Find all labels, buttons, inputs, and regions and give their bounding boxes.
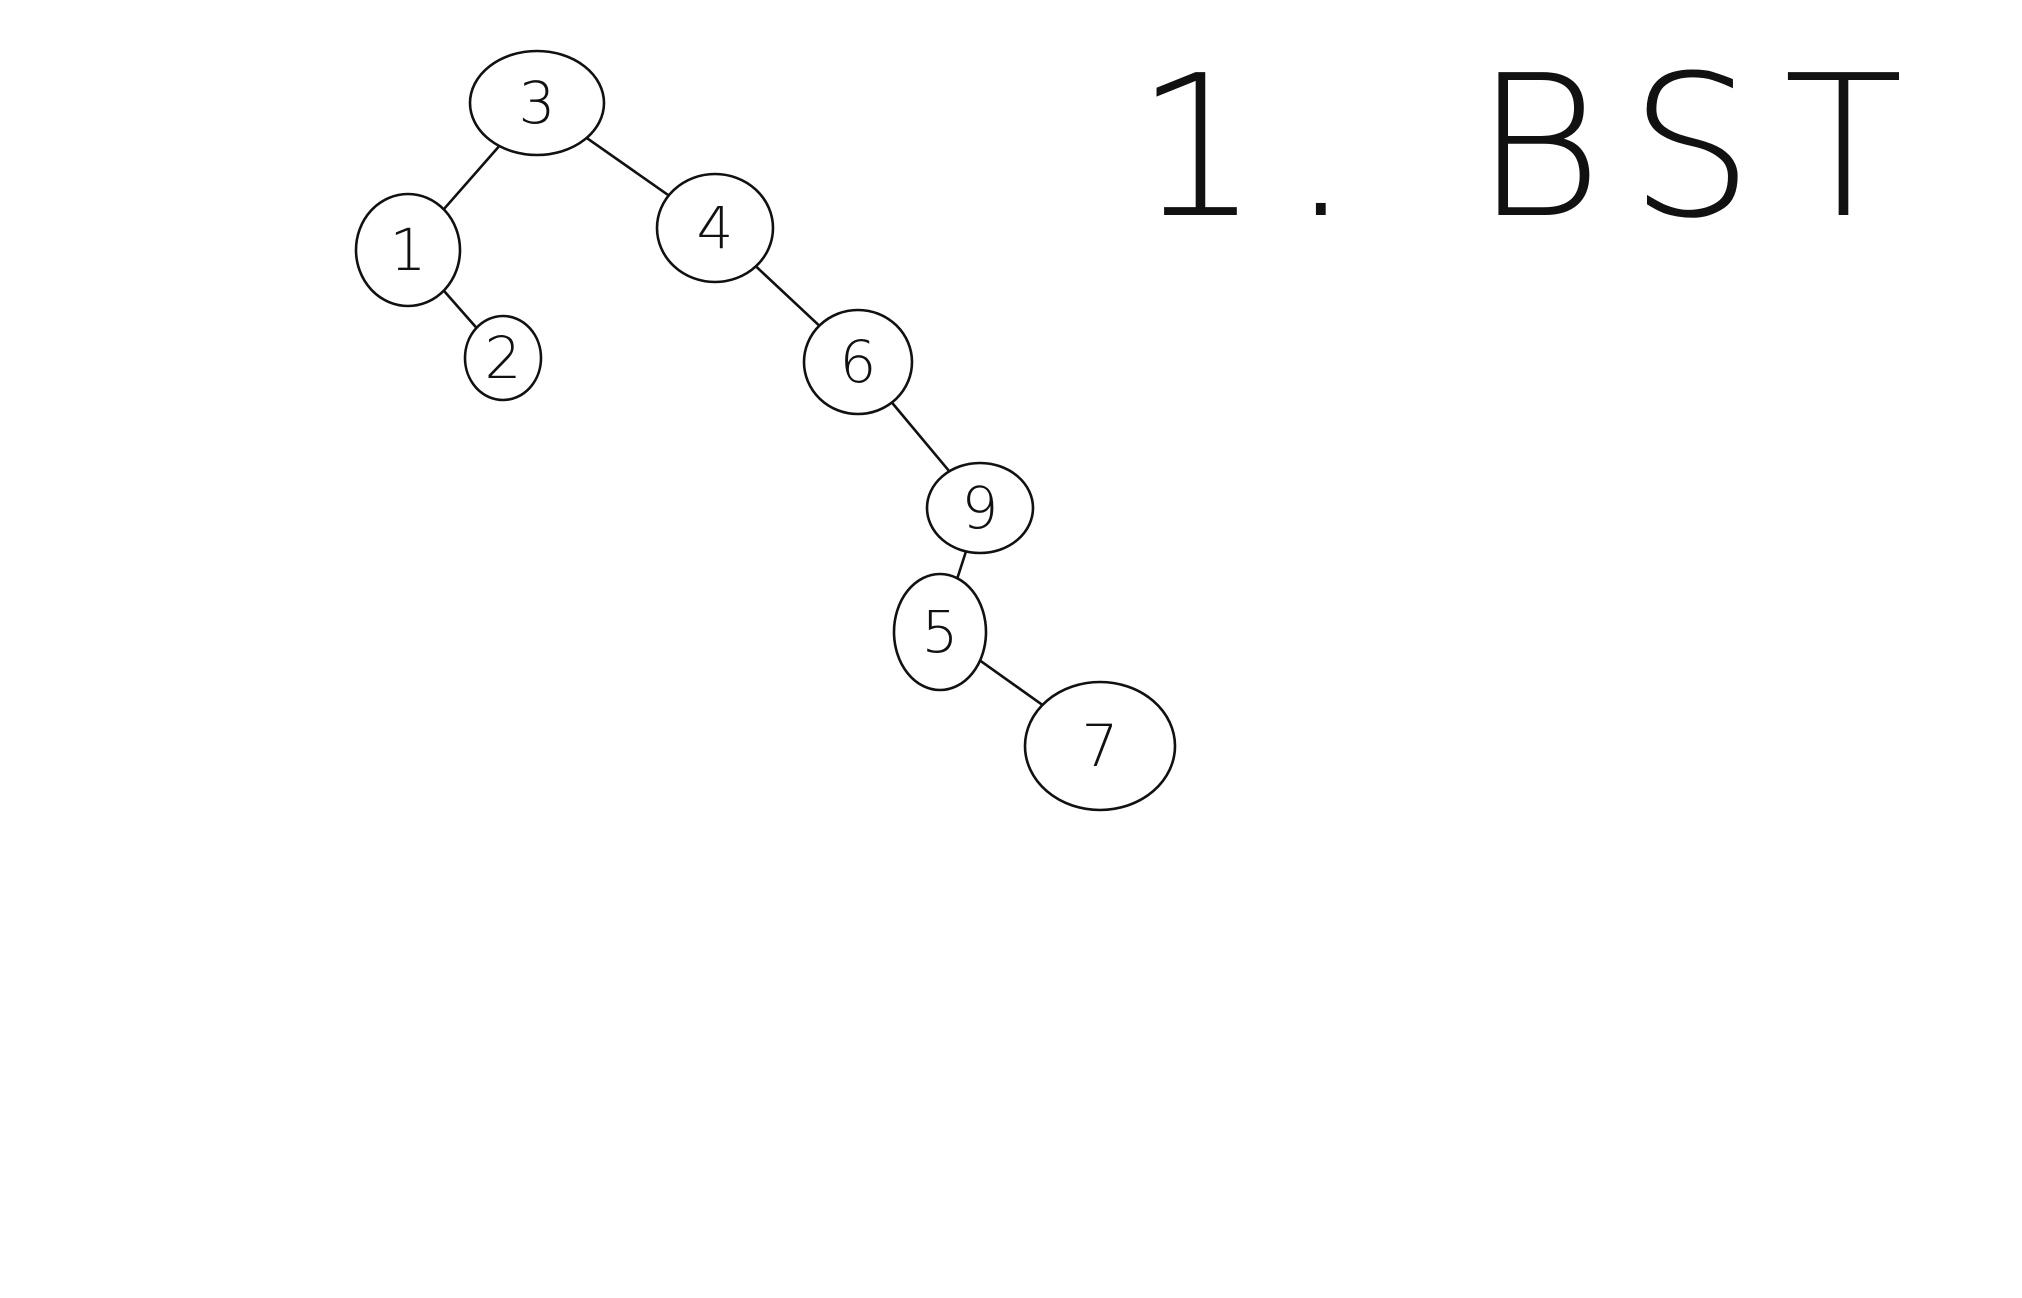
tree-nodes: 3 12 4 6 95 7 xyxy=(356,51,1175,810)
edge-n3-n4 xyxy=(587,138,669,196)
tree-node-6: 6 xyxy=(804,310,912,414)
node-label: 7 xyxy=(1082,712,1119,780)
node-label: 1 xyxy=(390,216,427,284)
edge-n3-n1 xyxy=(444,146,500,209)
tree-node-4: 4 xyxy=(657,174,773,282)
node-label: 3 xyxy=(519,69,556,137)
tree-node-1: 1 xyxy=(356,194,460,306)
edge-n5-n7 xyxy=(980,661,1042,705)
tree-node-3: 3 xyxy=(470,51,604,155)
tree-node-7: 7 xyxy=(1025,682,1175,810)
edge-n4-n6 xyxy=(756,266,819,325)
node-label: 4 xyxy=(697,194,734,262)
tree-node-5: 5 xyxy=(894,574,986,690)
tree-node-2: 2 xyxy=(465,316,541,400)
node-label: 6 xyxy=(840,328,877,396)
diagram-title: 1. BST xyxy=(1135,34,1933,262)
edge-n1-n2 xyxy=(444,291,477,328)
node-label: 2 xyxy=(485,324,522,392)
edge-n6-n9 xyxy=(892,403,949,472)
edge-n9-n5 xyxy=(957,551,966,578)
node-label: 9 xyxy=(962,474,999,542)
tree-node-9: 9 xyxy=(927,463,1033,553)
node-label: 5 xyxy=(922,598,959,666)
